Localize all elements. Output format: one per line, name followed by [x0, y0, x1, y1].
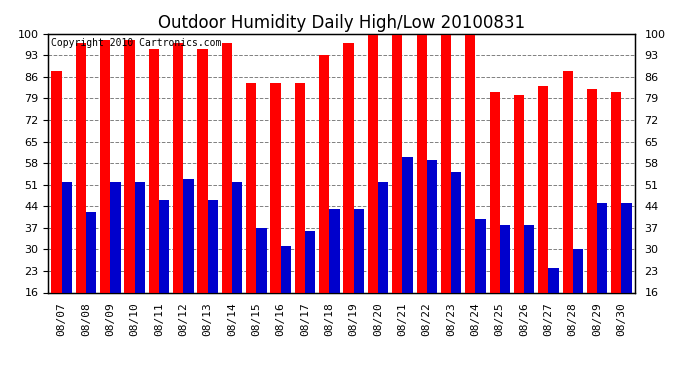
Bar — [135, 182, 145, 342]
Bar — [402, 157, 413, 342]
Bar — [257, 228, 266, 342]
Bar — [295, 83, 305, 342]
Bar — [184, 178, 194, 342]
Bar — [451, 172, 462, 342]
Bar — [465, 34, 475, 342]
Bar — [61, 182, 72, 342]
Bar — [281, 246, 291, 342]
Bar — [368, 34, 378, 342]
Bar — [549, 268, 559, 342]
Bar — [319, 56, 329, 342]
Bar — [524, 225, 534, 342]
Bar — [354, 209, 364, 342]
Bar — [378, 182, 388, 342]
Bar — [329, 209, 339, 342]
Bar — [173, 43, 184, 342]
Bar — [221, 43, 232, 342]
Bar — [344, 43, 354, 342]
Bar — [587, 89, 597, 342]
Bar — [305, 231, 315, 342]
Bar — [149, 49, 159, 342]
Bar — [441, 34, 451, 342]
Bar — [611, 92, 622, 342]
Bar — [489, 92, 500, 342]
Bar — [573, 249, 583, 342]
Bar — [110, 182, 121, 342]
Bar — [597, 203, 607, 342]
Bar — [622, 203, 631, 342]
Bar — [246, 83, 257, 342]
Bar — [270, 83, 281, 342]
Bar — [76, 43, 86, 342]
Bar — [538, 86, 549, 342]
Bar — [232, 182, 242, 342]
Bar — [52, 71, 61, 342]
Bar — [159, 200, 169, 342]
Bar — [197, 49, 208, 342]
Title: Outdoor Humidity Daily High/Low 20100831: Outdoor Humidity Daily High/Low 20100831 — [158, 14, 525, 32]
Bar — [86, 212, 96, 342]
Bar — [475, 219, 486, 342]
Bar — [100, 40, 110, 342]
Bar — [392, 34, 402, 342]
Text: Copyright 2010 Cartronics.com: Copyright 2010 Cartronics.com — [51, 38, 221, 48]
Bar — [208, 200, 218, 342]
Bar — [562, 71, 573, 342]
Bar — [417, 34, 426, 342]
Bar — [500, 225, 510, 342]
Bar — [426, 160, 437, 342]
Bar — [124, 40, 135, 342]
Bar — [514, 95, 524, 342]
